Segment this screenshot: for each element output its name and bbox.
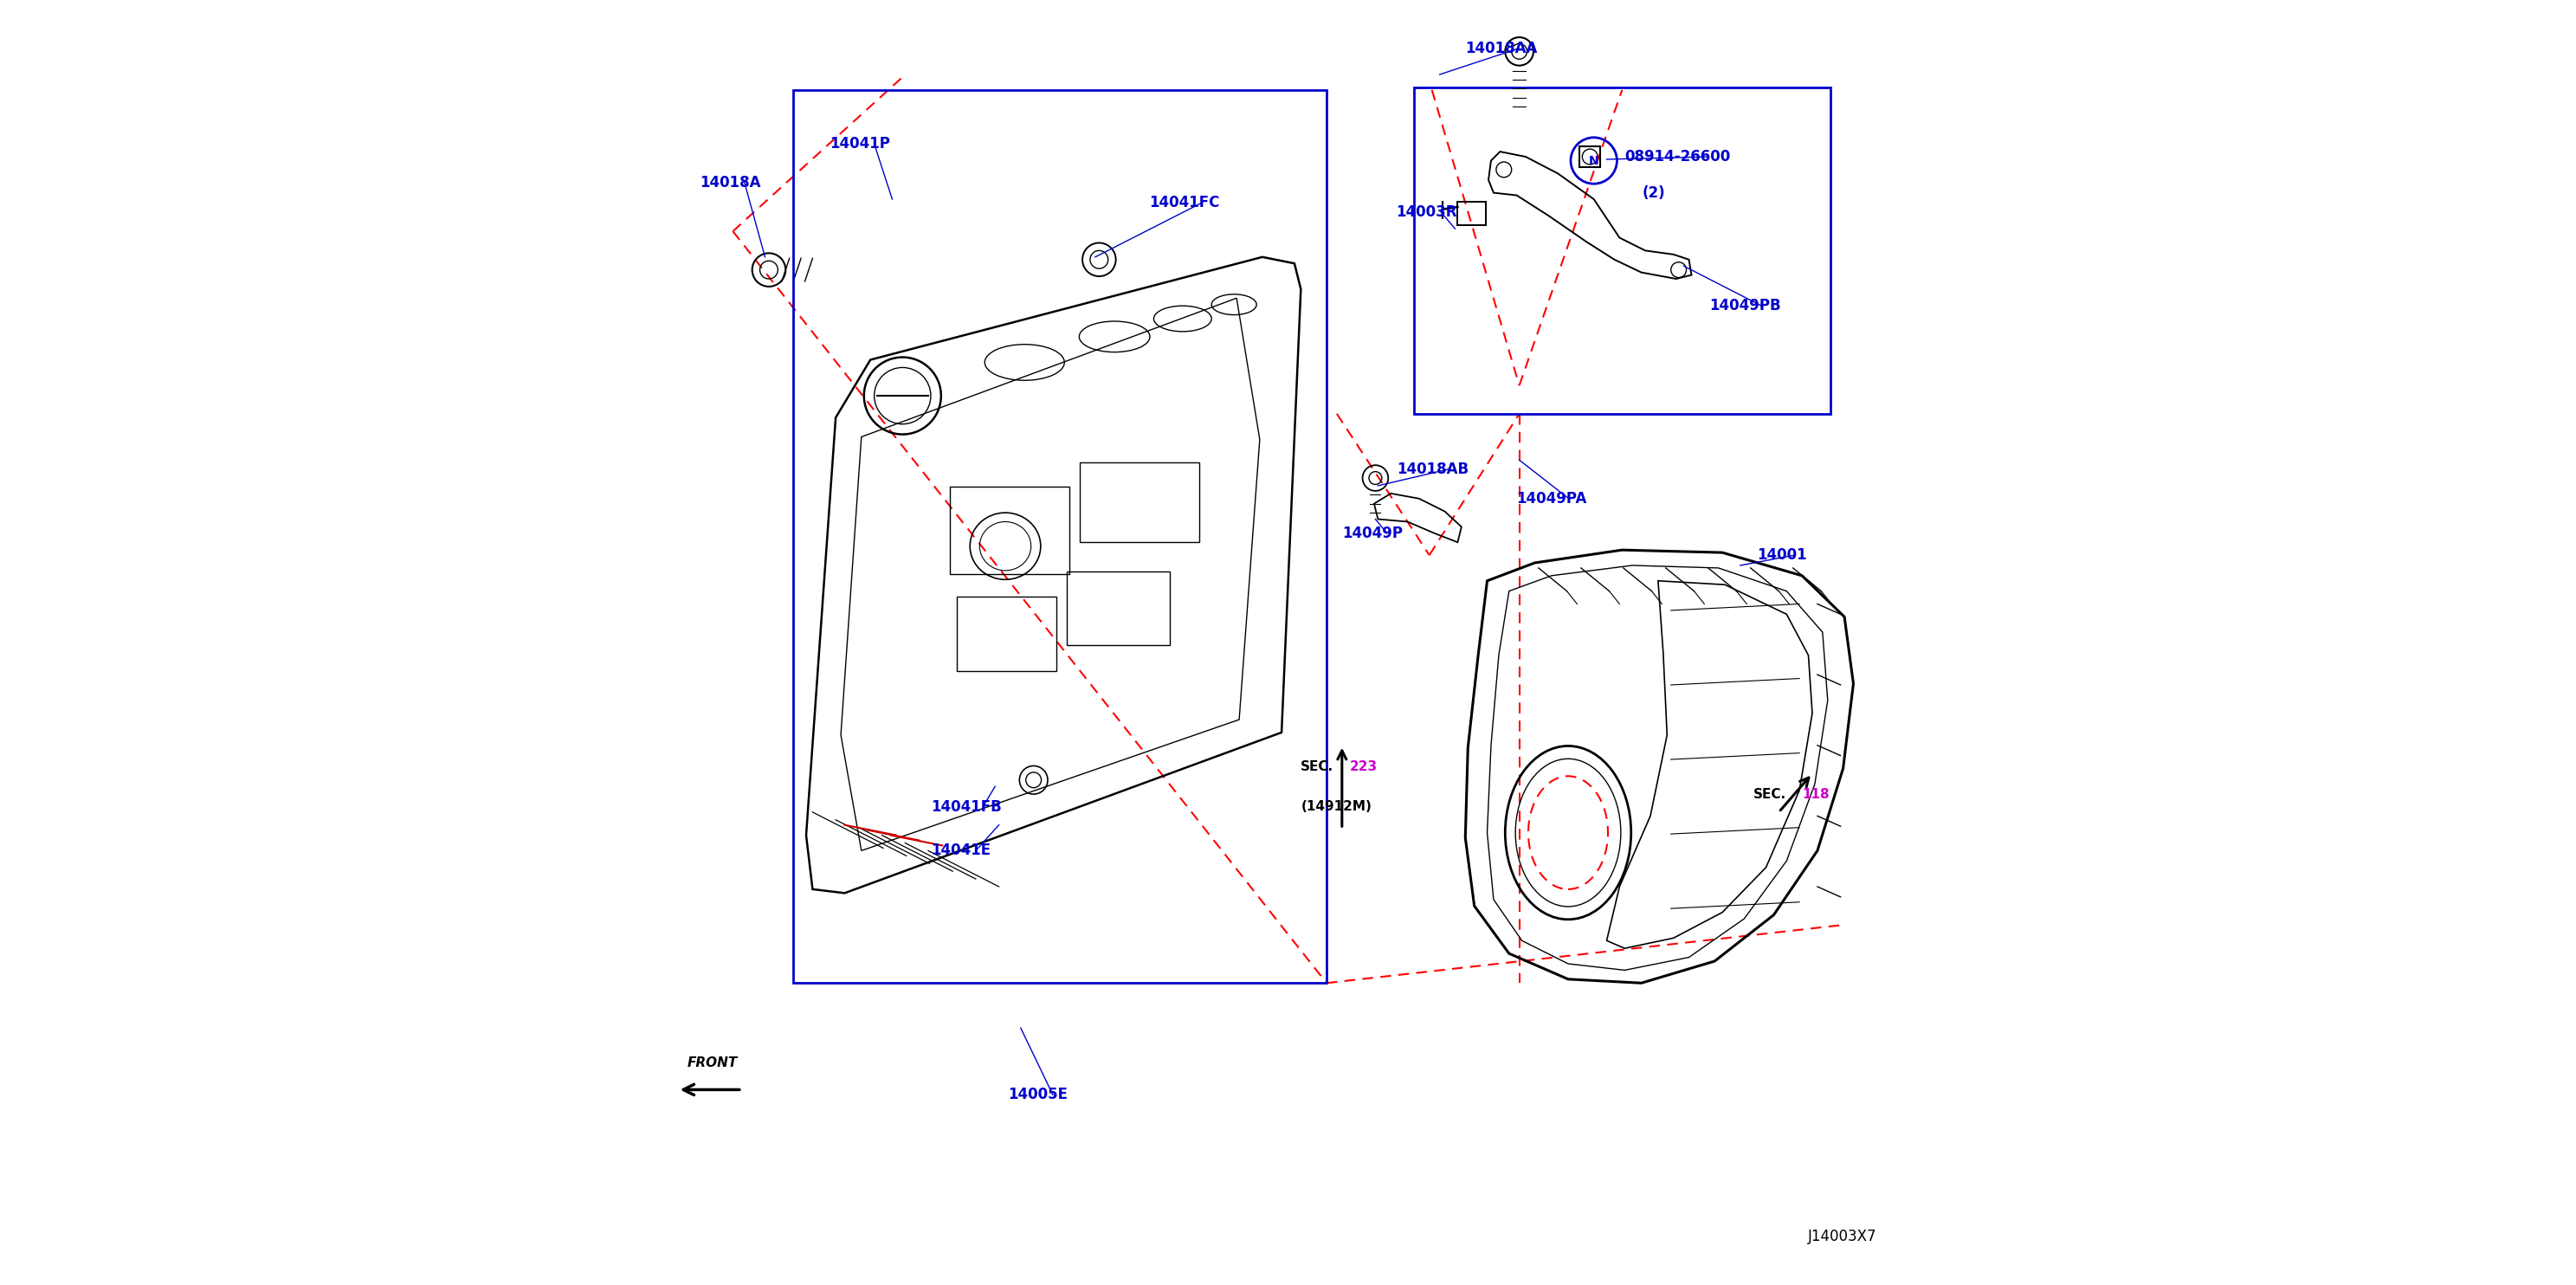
- Text: 14041P: 14041P: [829, 136, 889, 152]
- Text: 08914-26600: 08914-26600: [1625, 149, 1731, 164]
- Bar: [951, 487, 1069, 574]
- Text: 14003R: 14003R: [1396, 204, 1458, 220]
- Text: 14018A: 14018A: [701, 175, 760, 190]
- Text: 14018AB: 14018AB: [1396, 461, 1468, 477]
- Bar: [1458, 202, 1486, 225]
- Bar: [1079, 463, 1200, 542]
- Text: N: N: [1589, 154, 1600, 167]
- Bar: [1579, 146, 1600, 167]
- Text: (14912M): (14912M): [1301, 801, 1373, 813]
- Text: (2): (2): [1643, 185, 1667, 200]
- Text: 14041E: 14041E: [930, 843, 992, 858]
- Text: J14003X7: J14003X7: [1808, 1228, 1875, 1244]
- Text: 14001: 14001: [1757, 547, 1806, 563]
- Text: 14049P: 14049P: [1342, 526, 1401, 541]
- Bar: [956, 596, 1056, 671]
- Text: 14005E: 14005E: [1007, 1087, 1066, 1103]
- Text: 14018AA: 14018AA: [1466, 41, 1538, 57]
- Text: 14049PB: 14049PB: [1710, 298, 1780, 314]
- Text: 14041FC: 14041FC: [1149, 195, 1218, 211]
- Text: 14049PA: 14049PA: [1517, 491, 1587, 506]
- Text: FRONT: FRONT: [688, 1056, 737, 1069]
- Text: 223: 223: [1350, 761, 1378, 774]
- Text: 14041FB: 14041FB: [930, 799, 1002, 815]
- Bar: [793, 90, 1327, 983]
- Text: SEC.: SEC.: [1301, 761, 1334, 774]
- Text: 118: 118: [1803, 788, 1829, 801]
- Bar: [1414, 87, 1832, 414]
- Bar: [1066, 572, 1170, 645]
- Text: SEC.: SEC.: [1754, 788, 1785, 801]
